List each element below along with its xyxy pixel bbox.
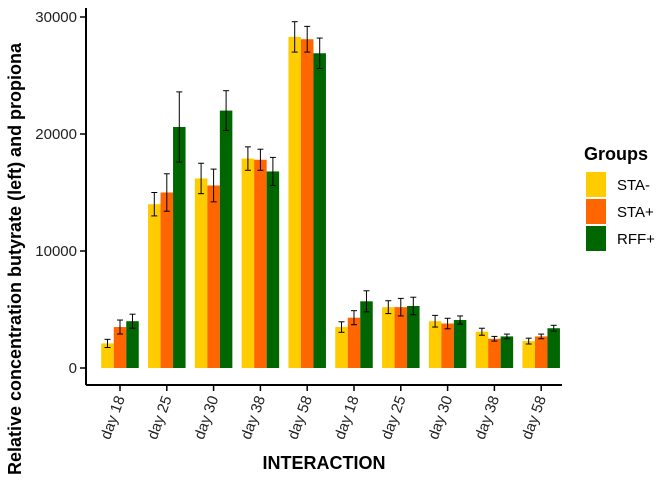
- legend-label-STA+: STA+: [617, 204, 654, 221]
- bar-RFF+-6: [407, 305, 420, 368]
- x-tick-label: day 30: [191, 394, 222, 442]
- y-tick-label: 10000: [35, 243, 77, 260]
- legend-label-STA-: STA-: [617, 177, 650, 194]
- legend-label-RFF+: RFF+: [617, 231, 655, 248]
- legend-swatch-STA-: [586, 172, 606, 197]
- axes-layer: [85, 8, 562, 386]
- bar-STA--7: [428, 321, 442, 368]
- legend-title: Groups: [584, 144, 648, 164]
- bar-RFF+-2: [219, 110, 233, 368]
- legend: Groups STA- STA+ RFF+: [584, 144, 655, 251]
- y-tick-label: 0: [69, 360, 77, 377]
- bar-RFF+-7: [453, 320, 467, 368]
- bar-STA+-9: [534, 336, 548, 368]
- y-tick-label: 30000: [35, 9, 77, 26]
- bars-layer: [101, 36, 560, 369]
- bar-RFF+-5: [360, 301, 373, 368]
- bar-STA+-2: [207, 185, 220, 368]
- x-tick-label: day 25: [378, 394, 409, 442]
- y-axis-title: Relative concentration butyrate (left) a…: [5, 42, 25, 475]
- bar-STA--2: [194, 178, 208, 368]
- x-tick-label: day 58: [285, 394, 316, 442]
- legend-swatch-RFF+: [586, 226, 606, 251]
- bar-RFF+-9: [547, 328, 560, 368]
- bar-RFF+-0: [126, 321, 139, 368]
- x-tick-label: day 25: [144, 394, 175, 442]
- legend-swatch-STA+: [586, 199, 606, 224]
- bar-STA+-8: [488, 338, 501, 368]
- y-ticks: 0 10000 20000 30000: [35, 9, 86, 377]
- x-tick-label: day 58: [519, 394, 550, 442]
- x-axis-title: INTERACTION: [263, 453, 386, 473]
- bar-STA--1: [148, 204, 161, 368]
- bar-STA+-0: [113, 327, 127, 368]
- x-ticks: day 18 day 25 day 30 day 38 day 58 day 18 day …: [97, 385, 550, 442]
- bar-RFF+-8: [500, 336, 514, 368]
- bar-STA--9: [522, 341, 535, 368]
- x-tick-label: day 30: [425, 394, 456, 442]
- y-tick-label: 20000: [35, 126, 77, 143]
- bar-STA+-3: [254, 159, 267, 368]
- bar-STA+-1: [160, 192, 174, 368]
- x-tick-label: day 38: [472, 394, 503, 442]
- bar-RFF+-4: [313, 53, 326, 369]
- bar-STA--8: [475, 331, 489, 368]
- bar-STA+-5: [347, 317, 361, 368]
- x-tick-label: day 18: [331, 394, 362, 442]
- bar-STA+-7: [441, 323, 454, 368]
- bar-RFF+-1: [173, 126, 186, 368]
- bar-STA--3: [241, 158, 255, 368]
- error-bars-layer: [104, 21, 557, 349]
- bar-STA--6: [382, 307, 395, 368]
- bar-STA+-6: [394, 307, 408, 368]
- bar-STA--5: [335, 327, 348, 368]
- x-tick-label: day 38: [238, 394, 269, 442]
- x-tick-label: day 18: [97, 394, 128, 442]
- bar-STA--0: [101, 343, 114, 368]
- bar-STA+-4: [300, 39, 314, 368]
- bar-RFF+-3: [266, 171, 280, 368]
- bar-STA--4: [288, 36, 301, 368]
